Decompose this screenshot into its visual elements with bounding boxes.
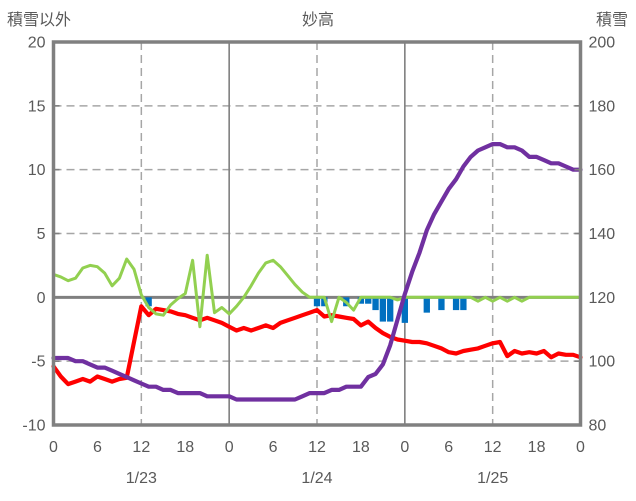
right-axis-tick-label: 100 [589, 354, 616, 371]
left-axis-tick-label: -5 [31, 354, 45, 371]
x-axis-date-label: 1/24 [301, 470, 332, 487]
right-axis-tick-label: 140 [589, 226, 616, 243]
x-axis-hour-label: 0 [400, 439, 409, 456]
left-axis-tick-label: -10 [22, 418, 45, 435]
x-axis-hour-label: 12 [484, 439, 502, 456]
x-axis-hour-label: 0 [576, 439, 585, 456]
snow-depth-purple-series [51, 142, 583, 402]
blue-bars-bar [401, 297, 408, 323]
blue-bars-bar [365, 297, 372, 304]
x-axis-date-label: 1/25 [477, 470, 508, 487]
right-axis-tick-label: 120 [589, 290, 616, 307]
right-axis-tick-label: 80 [589, 418, 607, 435]
x-axis-hour-label: 18 [528, 439, 546, 456]
blue-bars-bar [357, 297, 365, 304]
x-axis-hour-label: 0 [49, 439, 58, 456]
x-axis-date-label: 1/23 [126, 470, 157, 487]
left-axis-tick-label: 5 [37, 226, 46, 243]
blue-bars-bar [313, 297, 321, 307]
right-axis-tick-label: 180 [589, 98, 616, 115]
blue-bars-bar [423, 297, 430, 313]
x-axis-hour-label: 18 [352, 439, 370, 456]
blue-bars-bar [145, 297, 152, 307]
x-axis-hour-label: 6 [93, 439, 102, 456]
red-line-series [51, 304, 583, 387]
blue-bars-bar [379, 297, 387, 322]
left-axis-tick-label: 20 [28, 35, 46, 52]
blue-bars-bar [387, 297, 394, 322]
blue-bars-bar [452, 297, 460, 311]
x-axis-hour-label: 18 [176, 439, 194, 456]
x-axis-hour-label: 6 [444, 439, 453, 456]
left-axis-title: 積雪以外 [7, 12, 72, 29]
x-axis-hour-label: 6 [269, 439, 278, 456]
left-axis-tick-label: 0 [37, 290, 46, 307]
left-axis-tick-label: 10 [28, 162, 46, 179]
right-axis-tick-label: 160 [589, 162, 616, 179]
blue-bars-bar [438, 297, 445, 311]
x-axis-hour-label: 12 [308, 439, 326, 456]
green-line-series [52, 253, 582, 329]
left-axis-tick-label: 15 [28, 98, 46, 115]
x-axis-hour-label: 0 [225, 439, 234, 456]
blue-bars-bar [460, 297, 467, 311]
x-axis-hour-label: 12 [132, 439, 150, 456]
right-axis-title: 積雪 [595, 12, 628, 29]
right-axis-tick-label: 200 [589, 35, 616, 52]
blue-bars-bar [372, 297, 379, 311]
